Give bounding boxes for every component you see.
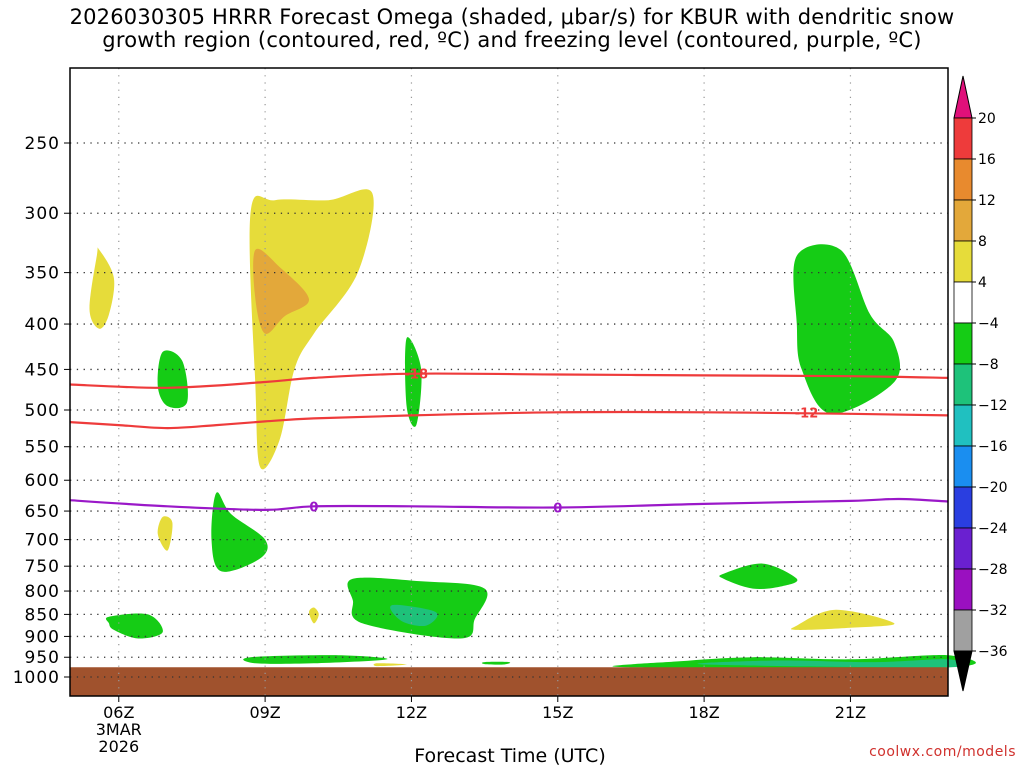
omega-region-12 bbox=[105, 613, 163, 639]
colorbar-swatch bbox=[953, 322, 973, 365]
colorbar-label: −28 bbox=[978, 562, 1008, 578]
contour-line-2 bbox=[69, 497, 949, 512]
omega-region-13 bbox=[790, 609, 895, 630]
x-tick-label: 18Z bbox=[688, 703, 719, 722]
ground-fill bbox=[70, 667, 948, 696]
omega-region-11 bbox=[719, 563, 798, 590]
colorbar-swatch bbox=[953, 281, 973, 324]
omega-region-18 bbox=[697, 659, 970, 668]
omega-region-8 bbox=[309, 607, 319, 624]
x-tick-sublabel: 3MAR bbox=[96, 720, 142, 739]
plot-frame bbox=[69, 67, 949, 697]
colorbar-label: 20 bbox=[978, 111, 996, 127]
x-tick-label: 06Z bbox=[103, 703, 134, 722]
x-tick-label: 12Z bbox=[396, 703, 427, 722]
x-tick-label: 21Z bbox=[835, 703, 866, 722]
y-tick-label: 250 bbox=[25, 134, 60, 154]
colorbar-swatch bbox=[953, 609, 973, 652]
colorbar-bottom-arrow bbox=[953, 650, 973, 692]
y-tick-label: 450 bbox=[25, 360, 60, 380]
colorbar-label: −4 bbox=[978, 316, 999, 332]
omega-region-1 bbox=[249, 189, 374, 470]
colorbar-swatch bbox=[953, 199, 973, 242]
y-tick-label: 650 bbox=[25, 502, 60, 522]
omega-region-0 bbox=[89, 247, 115, 329]
y-tick-label: 850 bbox=[25, 605, 60, 625]
colorbar-swatch bbox=[953, 158, 973, 201]
colorbar-swatch bbox=[953, 486, 973, 529]
colorbar-swatch bbox=[953, 117, 973, 160]
colorbar-label: 8 bbox=[978, 234, 987, 250]
colorbar-label: 4 bbox=[978, 275, 987, 291]
colorbar-swatch bbox=[953, 568, 973, 611]
y-tick-label: 350 bbox=[25, 264, 60, 284]
contour-label-0: -18 bbox=[405, 368, 429, 383]
y-tick-label: 900 bbox=[25, 627, 60, 647]
contour-label-3: 0 bbox=[553, 501, 562, 516]
contour-line-1 bbox=[69, 410, 949, 430]
y-tick-label: 800 bbox=[25, 582, 60, 602]
y-tick-label: 550 bbox=[25, 438, 60, 458]
colorbar-swatch bbox=[953, 240, 973, 283]
y-tick-label: 300 bbox=[25, 204, 60, 224]
omega-region-4 bbox=[405, 337, 422, 427]
x-tick-label: 15Z bbox=[542, 703, 573, 722]
colorbar-top-arrow bbox=[953, 75, 973, 119]
colorbar-label: −24 bbox=[978, 521, 1008, 537]
contour-label-1: -12 bbox=[795, 406, 819, 421]
omega-region-15 bbox=[373, 663, 407, 667]
x-axis-label: Forecast Time (UTC) bbox=[414, 745, 606, 767]
plot-fill-layer bbox=[70, 189, 976, 696]
omega-region-3 bbox=[157, 350, 188, 409]
contour-layer: -18 -12 0 0 bbox=[69, 368, 949, 516]
colorbar-label: −8 bbox=[978, 357, 999, 373]
colorbar-label: −16 bbox=[978, 439, 1008, 455]
omega-region-6 bbox=[157, 516, 173, 551]
colorbar-swatch bbox=[953, 363, 973, 406]
colorbar-label: −20 bbox=[978, 480, 1008, 496]
y-tick-label: 400 bbox=[25, 315, 60, 335]
colorbar-label: 16 bbox=[978, 152, 996, 168]
colorbar-label: −12 bbox=[978, 398, 1008, 414]
colorbar-swatch bbox=[953, 404, 973, 447]
chart-title-line2: growth region (contoured, red, ºC) and f… bbox=[102, 28, 922, 52]
y-tick-label: 950 bbox=[25, 648, 60, 668]
y-tick-label: 600 bbox=[25, 471, 60, 491]
colorbar-label: 12 bbox=[978, 193, 996, 209]
omega-region-10 bbox=[390, 604, 438, 627]
y-tick-label: 500 bbox=[25, 401, 60, 421]
colorbar: 20 16 12 8 4 −4 −8 −12 −16 −20 −24 −28 −32 −36 bbox=[953, 75, 1008, 692]
axes-layer: 2503003504004505005506006507007508008509… bbox=[13, 67, 949, 756]
colorbar-swatch bbox=[953, 445, 973, 488]
colorbar-swatch bbox=[953, 527, 973, 570]
omega-region-2 bbox=[253, 248, 310, 334]
x-tick-sublabel: 2026 bbox=[98, 737, 139, 756]
credit-link[interactable]: coolwx.com/models bbox=[869, 744, 1016, 760]
omega-region-16 bbox=[481, 661, 511, 665]
x-tick-label: 09Z bbox=[249, 703, 280, 722]
chart-title: 2026030305 HRRR Forecast Omega (shaded, … bbox=[0, 6, 1024, 52]
colorbar-label: −32 bbox=[978, 603, 1008, 619]
omega-region-14 bbox=[243, 655, 388, 664]
y-tick-label: 750 bbox=[25, 557, 60, 577]
contour-label-2: 0 bbox=[309, 500, 318, 515]
y-tick-label: 700 bbox=[25, 531, 60, 551]
colorbar-label: −36 bbox=[978, 644, 1008, 660]
chart-title-line1: 2026030305 HRRR Forecast Omega (shaded, … bbox=[69, 5, 955, 29]
contour-line-0 bbox=[69, 372, 949, 389]
omega-region-5 bbox=[793, 244, 901, 414]
y-tick-label: 1000 bbox=[13, 668, 60, 688]
omega-region-7 bbox=[211, 492, 268, 572]
